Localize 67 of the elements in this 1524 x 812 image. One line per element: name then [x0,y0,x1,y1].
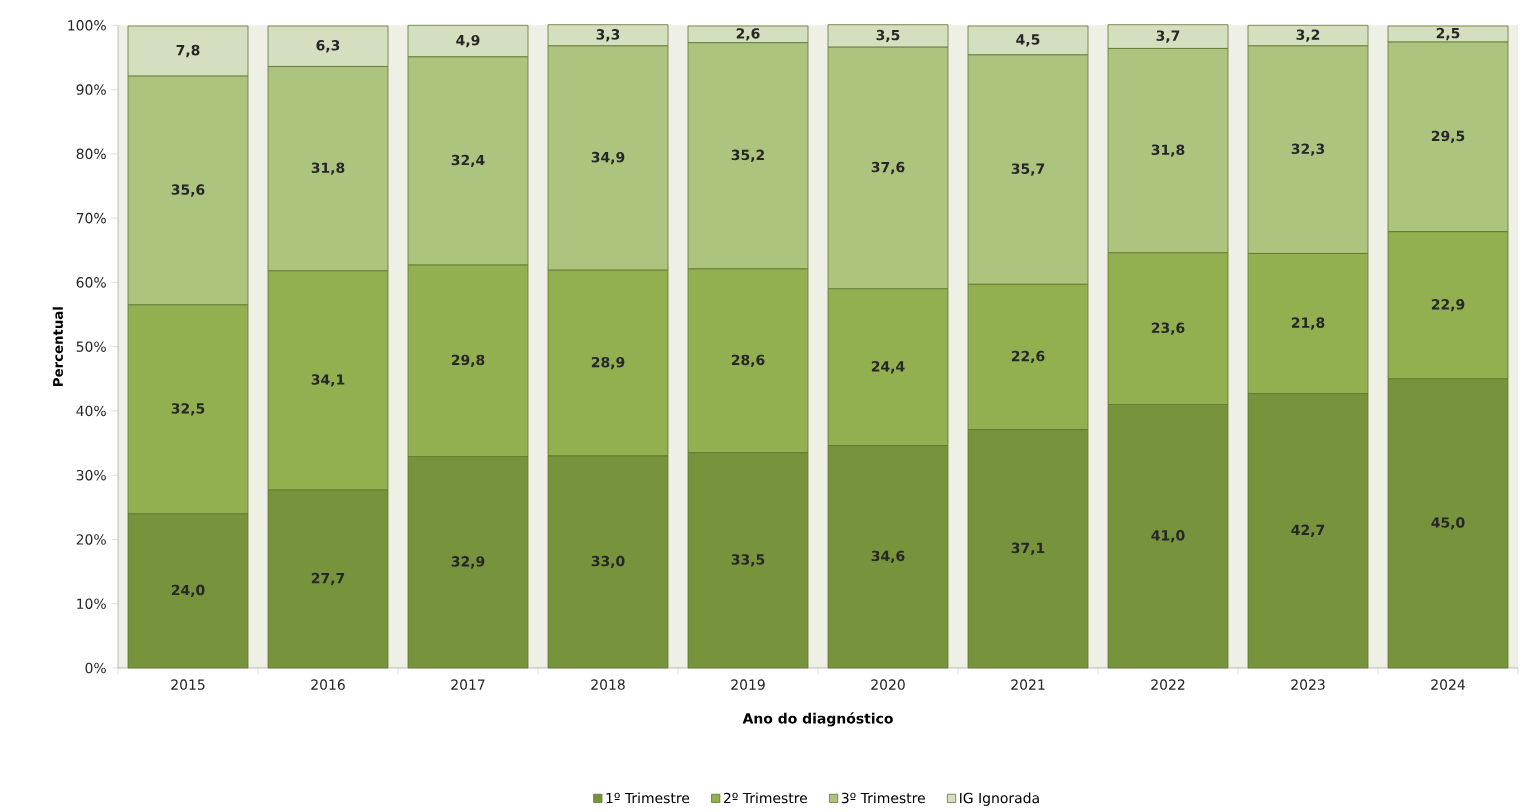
data-label: 37,1 [1011,542,1045,555]
legend-label: 3º Trimestre [841,792,925,804]
y-tick-label: 20% [76,534,106,545]
data-label: 4,5 [1016,34,1040,47]
data-label: 31,8 [311,162,345,175]
data-label: 33,5 [731,554,765,567]
y-tick-label: 0% [85,662,106,674]
data-label: 24,4 [871,361,905,374]
data-label: 2,5 [1436,27,1460,41]
data-label: 21,8 [1291,317,1325,330]
data-label: 22,9 [1431,299,1465,312]
data-label: 35,7 [1011,163,1045,176]
data-label: 7,8 [176,44,200,58]
data-label: 27,7 [311,572,345,586]
x-tick-label: 2017 [451,679,485,690]
x-tick-label: 2016 [311,679,345,690]
x-tick-label: 2018 [591,679,625,690]
y-tick-label: 30% [76,469,106,481]
y-axis-title: Percentual [52,307,63,386]
data-label: 32,5 [171,403,205,416]
data-label: 3,3 [596,29,620,42]
data-label: 3,7 [1156,30,1180,43]
legend-label: 1º Trimestre [606,792,690,804]
data-label: 34,9 [591,151,625,165]
data-label: 3,5 [876,29,900,43]
legend-label: 2º Trimestre [723,792,808,804]
data-label: 28,6 [731,354,765,367]
y-tick-label: 80% [76,148,106,160]
data-label: 34,1 [311,374,345,387]
y-tick-label: 50% [76,341,106,352]
data-label: 41,0 [1151,530,1185,543]
y-tick-label: 40% [76,405,106,417]
data-label: 32,4 [451,154,485,168]
data-label: 29,5 [1431,130,1465,143]
x-tick-label: 2023 [1291,679,1325,690]
data-label: 2,6 [736,28,760,41]
data-label: 23,6 [1151,322,1185,335]
data-label: 28,9 [591,356,625,370]
x-axis-title: Ano do diagnóstico [742,712,893,727]
data-label: 32,3 [1291,143,1325,156]
y-tick-label: 60% [76,277,106,288]
data-label: 22,6 [1011,350,1045,364]
x-tick-label: 2020 [871,679,905,690]
data-label: 45,0 [1431,517,1465,530]
data-label: 37,6 [871,161,905,175]
data-label: 35,6 [171,184,205,197]
data-label: 42,7 [1291,524,1325,537]
y-tick-label: 90% [76,84,106,95]
x-tick-label: 2019 [731,679,765,690]
x-tick-label: 2022 [1151,679,1185,690]
data-label: 4,9 [456,34,480,48]
y-tick-label: 70% [76,212,106,224]
legend-label: IG Ignorada [960,792,1039,806]
y-tick-label: 10% [77,598,106,609]
y-tick-label: 100% [68,20,106,31]
x-tick-label: 2021 [1011,679,1045,690]
data-label: 34,6 [871,550,905,563]
data-label: 24,0 [171,584,205,598]
data-label: 31,8 [1151,144,1185,157]
data-label: 29,8 [451,354,485,367]
data-label: 32,9 [451,556,485,569]
data-label: 33,0 [591,555,625,569]
data-label: 6,3 [316,40,340,53]
data-label: 3,2 [1296,29,1320,42]
data-label: 35,2 [731,149,764,162]
x-tick-label: 2024 [1431,679,1465,690]
x-tick-label: 2015 [171,679,205,690]
